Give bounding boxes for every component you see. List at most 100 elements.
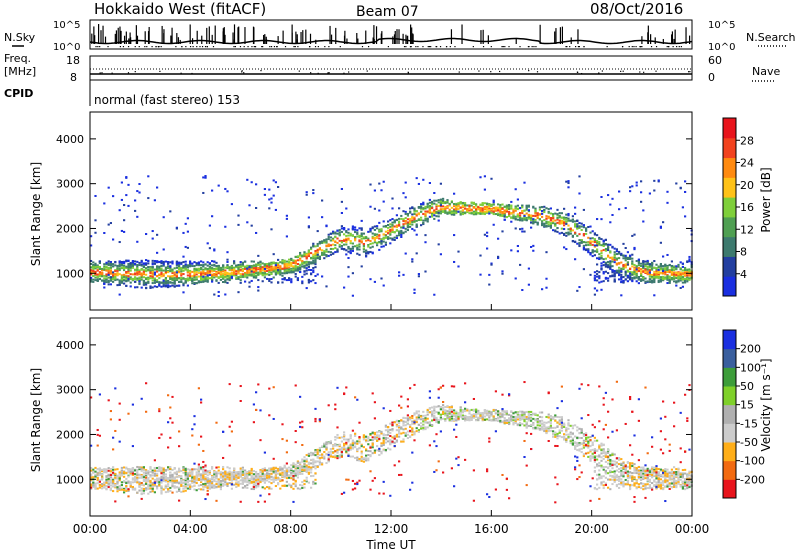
- heatmap-cell: [162, 264, 165, 267]
- heatmap-cell: [483, 233, 486, 236]
- heatmap-cell: [149, 466, 152, 469]
- heatmap-cell: [140, 481, 143, 484]
- heatmap-cell: [94, 484, 97, 487]
- heatmap-cell: [316, 257, 319, 260]
- heatmap-cell: [189, 265, 192, 268]
- freq-dot: [180, 72, 182, 74]
- heatmap-cell: [589, 244, 592, 247]
- heatmap-cell: [329, 236, 332, 239]
- heatmap-cell: [211, 467, 214, 470]
- heatmap-cell: [336, 229, 339, 232]
- heatmap-cell: [684, 281, 687, 284]
- heatmap-cell: [109, 272, 112, 275]
- heatmap-cell: [156, 268, 159, 271]
- heatmap-cell: [109, 484, 112, 487]
- heatmap-cell: [156, 275, 159, 278]
- heatmap-cell: [569, 230, 572, 233]
- heatmap-cell: [547, 223, 550, 226]
- heatmap-cell: [582, 234, 585, 237]
- heatmap-cell: [653, 274, 656, 277]
- heatmap-cell: [149, 269, 152, 272]
- heatmap-cell: [112, 263, 115, 266]
- freq-dot: [191, 72, 193, 75]
- heatmap-cell: [167, 421, 170, 424]
- heatmap-cell: [662, 268, 665, 271]
- heatmap-cell: [248, 272, 251, 275]
- heatmap-cell: [230, 420, 233, 423]
- heatmap-cell: [525, 216, 528, 219]
- heatmap-cell: [184, 467, 187, 470]
- heatmap-cell: [602, 242, 605, 245]
- heatmap-cell: [415, 177, 418, 180]
- heatmap-cell: [129, 481, 132, 484]
- heatmap-cell: [270, 268, 273, 271]
- heatmap-cell: [345, 237, 348, 240]
- heatmap-cell: [626, 280, 629, 283]
- heatmap-cell: [567, 231, 570, 234]
- heatmap-cell: [94, 266, 97, 269]
- heatmap-cell: [325, 285, 328, 288]
- colorbar-tick-label: 24: [740, 157, 754, 170]
- heatmap-cell: [545, 215, 548, 218]
- nsearch-dot: [415, 46, 417, 48]
- heatmap-cell: [259, 263, 262, 266]
- heatmap-cell: [356, 248, 359, 251]
- heatmap-cell: [268, 207, 271, 210]
- heatmap-cell: [191, 434, 194, 437]
- heatmap-cell: [158, 481, 161, 484]
- heatmap-cell: [301, 282, 304, 285]
- heatmap-cell: [653, 277, 656, 280]
- heatmap-cell: [180, 268, 183, 271]
- heatmap-cell: [101, 271, 104, 274]
- heatmap-cell: [596, 240, 599, 243]
- heatmap-cell: [94, 466, 97, 469]
- heatmap-cell: [503, 210, 506, 213]
- heatmap-cell: [653, 266, 656, 269]
- heatmap-cell: [323, 253, 326, 256]
- heatmap-cell: [158, 436, 161, 439]
- heatmap-cell: [580, 241, 583, 244]
- heatmap-cell: [536, 217, 539, 220]
- heatmap-cell: [92, 274, 95, 277]
- heatmap-cell: [369, 246, 372, 249]
- heatmap-cell: [118, 479, 121, 482]
- heatmap-cell: [402, 226, 405, 229]
- heatmap-cell: [215, 480, 218, 483]
- heatmap-cell: [213, 249, 216, 252]
- heatmap-cell: [637, 282, 640, 285]
- heatmap-cell: [303, 270, 306, 273]
- heatmap-cell: [490, 211, 493, 214]
- heatmap-cell: [574, 223, 577, 226]
- heatmap-cell: [525, 212, 528, 215]
- heatmap-cell: [191, 270, 194, 273]
- heatmap-cell: [439, 204, 442, 207]
- heatmap-cell: [391, 237, 394, 240]
- heatmap-cell: [369, 183, 372, 186]
- heatmap-cell: [156, 474, 159, 477]
- heatmap-cell: [149, 479, 152, 482]
- heatmap-cell: [127, 488, 130, 491]
- heatmap-cell: [167, 490, 170, 493]
- heatmap-cell: [158, 273, 161, 276]
- heatmap-cell: [169, 474, 172, 477]
- heatmap-cell: [140, 263, 143, 266]
- heatmap-cell: [118, 402, 121, 405]
- heatmap-cell: [189, 271, 192, 274]
- heatmap-cell: [211, 484, 214, 487]
- heatmap-cell: [149, 481, 152, 484]
- heatmap-cell: [173, 267, 176, 270]
- heatmap-cell: [637, 262, 640, 265]
- heatmap-cell: [327, 235, 330, 238]
- heatmap-cell: [618, 271, 621, 274]
- heatmap-cell: [622, 276, 625, 279]
- heatmap-cell: [501, 212, 504, 215]
- heatmap-cell: [351, 247, 354, 250]
- heatmap-cell: [153, 262, 156, 265]
- heatmap-cell: [475, 207, 478, 210]
- heatmap-cell: [624, 263, 627, 266]
- heatmap-cell: [127, 471, 130, 474]
- heatmap-cell: [112, 470, 115, 473]
- heatmap-cell: [222, 430, 225, 433]
- heatmap-cell: [310, 256, 313, 259]
- freq-dot: [243, 72, 245, 74]
